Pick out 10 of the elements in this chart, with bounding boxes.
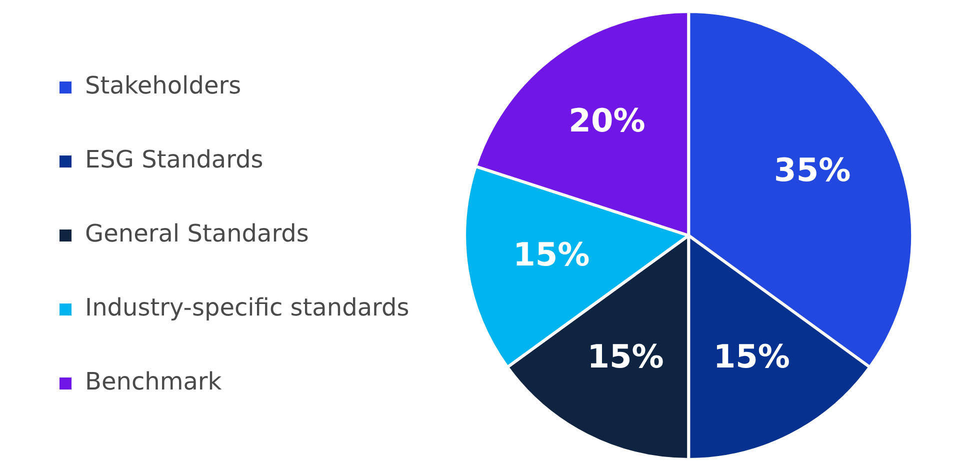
legend-label: Stakeholders [85, 72, 242, 100]
legend-label: Benchmark [85, 368, 222, 396]
legend-label: Industry-specific standards [85, 294, 410, 322]
data-label: 15% [713, 338, 790, 376]
legend-label: ESG Standards [85, 146, 264, 174]
data-label: 35% [774, 150, 851, 189]
data-label: 15% [587, 338, 664, 376]
data-label: 15% [513, 236, 590, 274]
legend-label: General Standards [85, 220, 309, 248]
data-label: 20% [568, 101, 646, 140]
